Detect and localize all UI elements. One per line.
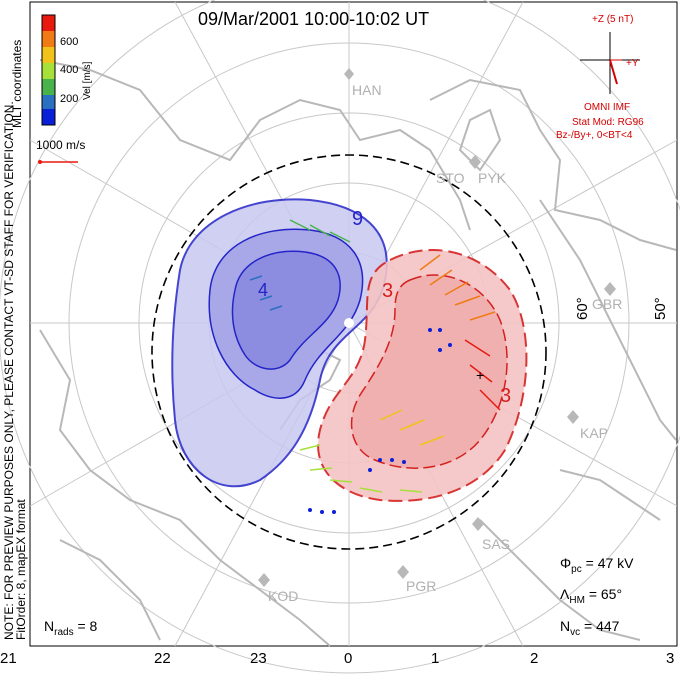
imf-source: OMNI IMF [584,102,631,113]
plot-border [29,1,678,647]
imf-stat-mod-1: Stat Mod: RG96 [572,117,644,128]
colorbar-tick-mid: 400 [60,64,79,76]
site-gbr: GBR [592,296,623,312]
stat-n-rads: Nrads = 8 [44,618,98,638]
colorbar [41,14,56,126]
contour-label-pos-2: 3 [500,385,512,407]
site-sto: STO [436,170,465,186]
map-title: 09/Mar/2001 10:00-10:02 UT [198,9,430,29]
mlt-0: 0 [344,650,353,667]
lat-label-50: 50° [652,297,669,320]
site-pyk: PYK [478,170,507,186]
mlt-21: 21 [0,650,17,667]
mlt-2: 2 [530,650,539,667]
pos-cell-max-marker: + [476,367,484,383]
site-markers [258,68,616,587]
vector-scale-label: 1000 m/s [36,138,86,152]
mlt-22: 22 [154,650,171,667]
lat-label-60: 60° [574,297,591,320]
hm-boundary [151,154,547,550]
site-pgr: PGR [406,578,437,594]
contour-label-neg-inner: 4 [258,280,269,300]
pole-marker [344,318,354,328]
stat-lambda-hm: ΛHM = 65° [560,586,623,606]
contour-label-pos-1: 3 [382,280,394,302]
imf-clock [580,32,640,94]
low-velocity-dots [308,328,452,514]
negative-cell [171,198,388,488]
coastlines [39,59,677,647]
stat-phi-pc: Φpc = 47 kV [560,555,634,575]
site-kod: KOD [268,588,299,604]
site-han: HAN [352,82,382,98]
colorbar-label: Vel [m/s] [82,61,93,100]
stat-n-vc: Nvc = 447 [560,618,620,638]
site-kap: KAP [580,425,609,441]
site-sas: SAS [482,536,511,552]
imf-stat-mod-2: Bz-/By+, 0<BT<4 [556,130,633,141]
fit-order-text: FitOrder: 8, mapEX format [14,499,28,640]
positive-cell [317,249,528,502]
colorbar-tick-low: 200 [60,93,79,105]
colorbar-tick-high: 600 [60,36,79,48]
mlt-1: 1 [431,650,440,667]
coordinate-system-label: MLT coordinates [10,39,24,128]
contour-label-neg-outer: 9 [352,208,364,230]
mlt-23: 23 [250,650,267,667]
imf-z-label: +Z (5 nT) [592,14,634,25]
imf-y-label: +Y [626,58,639,69]
mlt-3: 3 [666,650,675,667]
velocity-vectors [249,219,501,493]
